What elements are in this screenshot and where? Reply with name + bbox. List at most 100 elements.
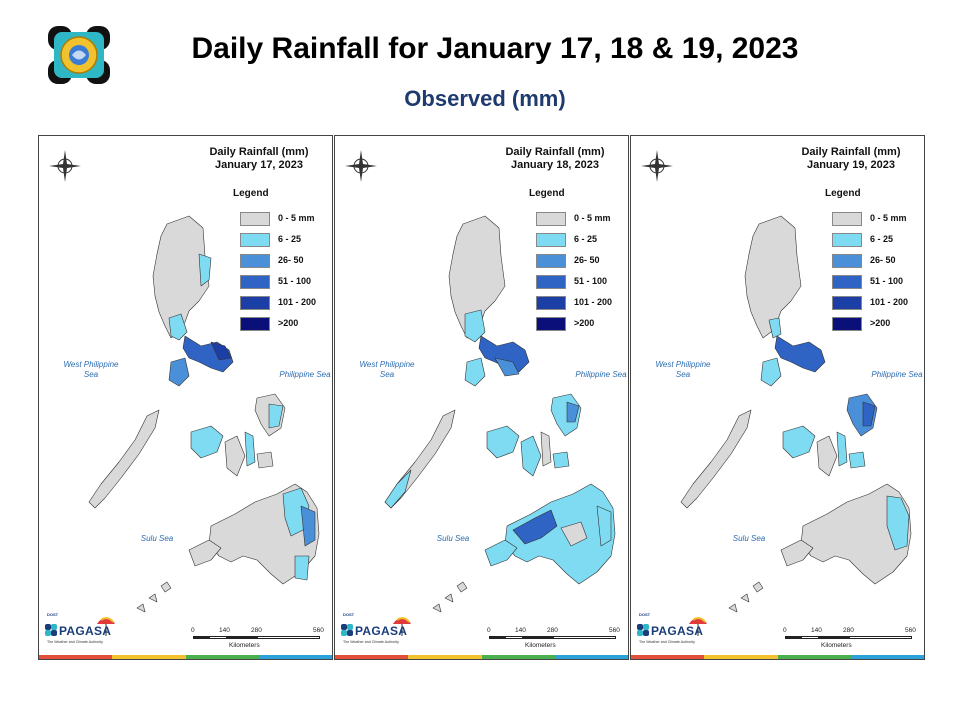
scale-bar-graphic [489,636,616,639]
scale-bar: 0 140 280 560 Kilometers [781,627,921,651]
region-bicol-south [494,357,520,377]
region-bohol [256,451,274,469]
region-mindoro [464,357,486,387]
map-panel-jan17: Daily Rainfall (mm) January 17, 2023 Leg… [38,135,333,660]
region-samar-east [268,403,284,429]
region-zamboanga [780,539,814,567]
legend-label: 26- 50 [278,255,304,265]
region-mindanao [504,483,616,585]
pagasa-prefix: DOST [343,612,355,617]
scale-tick: 560 [313,627,324,634]
scale-tick: 0 [783,627,787,634]
legend-swatch [240,317,270,331]
scale-units: Kilometers [821,642,852,649]
legend-label: 26- 50 [870,255,896,265]
panel-date: January 18, 2023 [510,159,600,171]
pagasa-logo: DOST PAGASA The Weather and Climate Auth… [633,610,709,650]
scale-tick: 560 [905,627,916,634]
pagasa-seal-logo [48,26,110,84]
region-central-luzon [464,309,486,343]
scale-tick: 0 [191,627,195,634]
legend-swatch [832,254,862,268]
pagasa-prefix: DOST [639,612,651,617]
region-eastern-mindanao [300,505,316,547]
philippines-rainfall-map [680,215,912,613]
sea-label-sulu-sea: Sulu Sea [436,534,470,543]
region-cebu [244,431,256,467]
region-negros [520,435,542,477]
scale-tick: 140 [515,627,526,634]
legend-title: Legend [233,188,269,199]
legend-label: 6 - 25 [574,234,598,244]
panel-date: January 17, 2023 [214,159,304,171]
scale-bar: 0 140 280 560 Kilometers [189,627,329,651]
panel-title: Daily Rainfall (mm) January 19, 2023 [781,146,921,172]
scale-bar-graphic [785,636,912,639]
panel-heading: Daily Rainfall (mm) [505,146,605,158]
legend-label: >200 [870,318,891,328]
north-arrow-icon [641,150,673,182]
region-negros [224,435,246,477]
legend-swatch [240,296,270,310]
scale-tick: 280 [251,627,262,634]
pagasa-emblem-icon [45,617,115,636]
legend-label: 51 - 100 [278,276,312,286]
sea-label-philippine-sea: Philippine Sea [871,370,923,379]
scale-tick: 140 [219,627,230,634]
philippines-rainfall-map [384,215,616,613]
region-bohol [848,451,866,469]
region-cebu [836,431,848,467]
region-central-luzon [168,313,188,341]
scale-bar: 0 140 280 560 Kilometers [485,627,625,651]
region-eastern-mindanao [886,495,910,551]
region-western-visayas [782,425,816,459]
sea-label-sulu-sea: Sulu Sea [732,534,766,543]
region-mindoro [168,357,190,387]
scale-tick: 140 [811,627,822,634]
legend-label: 101 - 200 [574,297,613,307]
legend-label: 101 - 200 [870,297,909,307]
pagasa-emblem-icon [637,617,707,636]
legend-swatch [536,233,566,247]
sea-label-west-philippine-sea: West Philippine Sea [655,360,711,379]
region-palawan-south [384,469,412,509]
scale-units: Kilometers [525,642,556,649]
legend-swatch [832,317,862,331]
map-panel-jan19: Daily Rainfall (mm) January 19, 2023 Leg… [630,135,925,660]
legend-swatch [536,212,566,226]
legend-label: 51 - 100 [574,276,608,286]
region-bicol [478,335,530,373]
region-bicol [774,335,826,373]
color-strip [39,655,332,659]
sea-label-west-philippine-sea: West Philippine Sea [63,360,119,379]
legend-label: 6 - 25 [278,234,302,244]
pagasa-tagline: The Weather and Climate Authority [639,640,695,644]
region-palawan [88,409,160,509]
region-negros [816,435,838,477]
panel-heading: Daily Rainfall (mm) [209,146,309,158]
region-cebu [540,431,552,467]
pagasa-logo: DOST PAGASA The Weather and Climate Auth… [337,610,413,650]
legend-title: Legend [825,188,861,199]
region-southern-mindanao [294,555,310,581]
panel-title: Daily Rainfall (mm) January 18, 2023 [485,146,625,172]
map-panel-jan18: Daily Rainfall (mm) January 18, 2023 Leg… [334,135,629,660]
page-subtitle: Observed (mm) [404,86,566,111]
sea-label-west-philippine-sea: West Philippine Sea [359,360,415,379]
north-arrow-icon [345,150,377,182]
region-zamboanga [484,539,518,567]
legend-swatch [536,275,566,289]
sea-label-philippine-sea: Philippine Sea [575,370,627,379]
legend-label: 6 - 25 [870,234,894,244]
region-mindanao [800,483,912,585]
legend-swatch [536,317,566,331]
color-strip [631,655,924,659]
region-zamboanga [188,539,222,567]
scale-tick: 280 [547,627,558,634]
region-samar-east [566,401,580,423]
legend-swatch [832,212,862,226]
legend-swatch [536,296,566,310]
region-central-luzon [768,317,782,339]
panel-title: Daily Rainfall (mm) January 17, 2023 [189,146,329,172]
panel-heading: Daily Rainfall (mm) [801,146,901,158]
